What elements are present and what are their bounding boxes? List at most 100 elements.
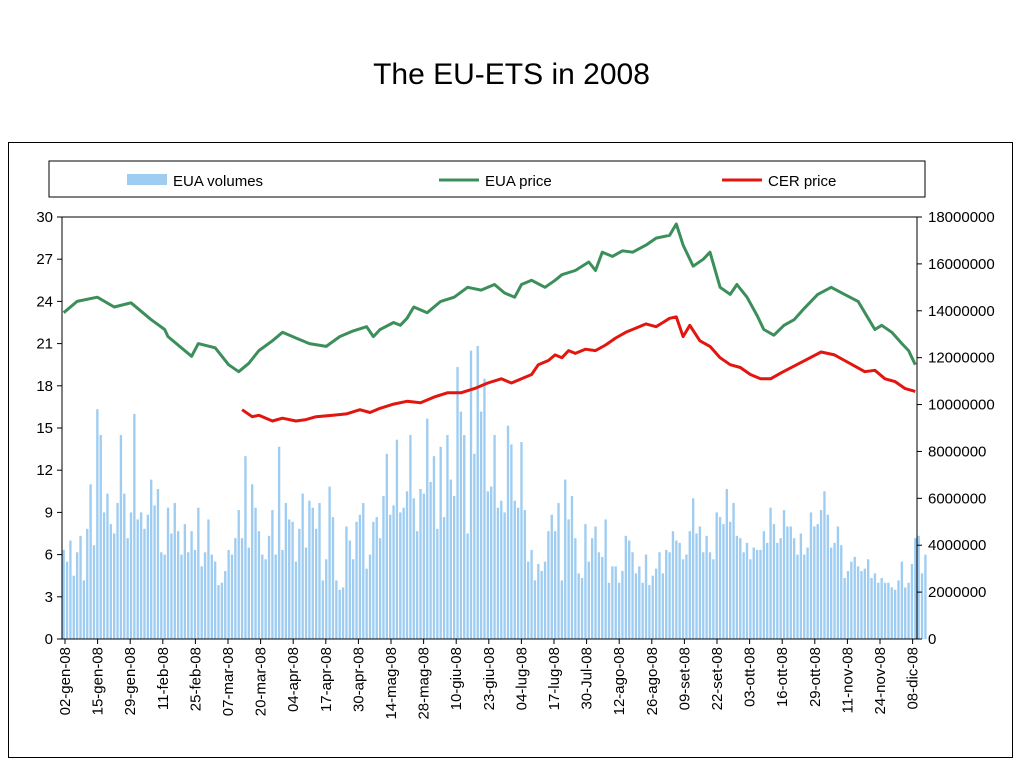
bar <box>227 549 230 639</box>
bar <box>920 573 924 639</box>
bar <box>402 507 405 639</box>
bar <box>729 521 732 639</box>
bar <box>119 435 123 639</box>
bar <box>351 559 355 639</box>
x-tick-label: 16-ott-08 <box>774 647 791 707</box>
x-tick-label: 04-apr-08 <box>285 647 302 712</box>
bar <box>516 507 520 639</box>
bar <box>493 435 496 639</box>
legend: EUA volumes EUA price CER price <box>48 160 926 198</box>
bar <box>146 514 150 639</box>
bar <box>476 345 479 639</box>
bar <box>904 587 907 639</box>
bar <box>813 526 816 639</box>
bar <box>540 571 543 639</box>
bar <box>382 495 385 639</box>
bar <box>82 580 86 639</box>
bar <box>412 498 415 639</box>
bar <box>257 531 261 639</box>
bar <box>321 580 325 639</box>
bar <box>766 542 769 639</box>
bar <box>910 563 914 639</box>
bar <box>735 535 739 639</box>
bar <box>537 563 540 639</box>
bar <box>803 554 806 639</box>
bar <box>439 446 442 639</box>
bar <box>143 528 146 639</box>
bar <box>254 507 257 639</box>
bar <box>456 367 459 639</box>
x-tick-label: 17-lug-08 <box>546 647 563 710</box>
bar <box>675 540 678 639</box>
bar <box>732 503 735 639</box>
x-tick-label: 30-Jul-08 <box>579 647 596 710</box>
bar <box>378 538 382 639</box>
bar <box>176 531 180 639</box>
bar <box>853 556 856 639</box>
bar <box>365 568 368 639</box>
bar <box>409 435 412 639</box>
bar <box>776 542 779 639</box>
bar-series <box>62 345 927 639</box>
bar <box>850 561 853 639</box>
bar <box>665 549 668 639</box>
bar <box>621 571 624 639</box>
bar <box>449 479 452 639</box>
bar <box>318 503 321 639</box>
bar <box>426 418 429 639</box>
bar <box>129 512 133 639</box>
bar <box>375 517 378 639</box>
bar <box>432 456 436 639</box>
bar <box>786 526 789 639</box>
bar <box>678 542 681 639</box>
bar <box>648 585 651 639</box>
bar <box>883 582 887 639</box>
y-right-tick-label: 6000000 <box>928 490 986 507</box>
bar <box>533 580 537 639</box>
x-tick-label: 07-mar-08 <box>220 647 237 716</box>
y-right-tick-label: 16000000 <box>928 256 995 273</box>
y-left-tick-label: 6 <box>45 547 53 564</box>
bar <box>463 435 466 639</box>
x-tick-label: 29-ott-08 <box>807 647 824 707</box>
bar <box>341 587 345 639</box>
bar <box>900 561 904 639</box>
bar <box>890 587 893 639</box>
legend-label-eua-volumes: EUA volumes <box>173 173 263 190</box>
bar <box>274 554 277 639</box>
bar <box>244 456 247 639</box>
bar <box>210 554 213 639</box>
bar <box>574 538 577 639</box>
bar <box>584 524 587 639</box>
x-tick-label: 24-nov-08 <box>872 647 889 715</box>
bar <box>547 531 550 639</box>
bar <box>779 538 782 639</box>
bar <box>230 554 234 639</box>
legend-box <box>48 160 926 198</box>
y-left-tick-label: 21 <box>36 336 53 353</box>
bar <box>207 519 210 639</box>
bar <box>72 575 75 639</box>
bar <box>490 486 493 639</box>
bar <box>496 507 500 639</box>
bar <box>698 526 702 639</box>
bar <box>75 552 79 639</box>
bar <box>405 491 409 639</box>
bar <box>634 573 638 639</box>
bar <box>887 582 890 639</box>
bar <box>308 500 311 639</box>
bar <box>628 540 631 639</box>
bar <box>113 533 116 639</box>
y-right-tick-label: 12000000 <box>928 350 995 367</box>
bar <box>62 549 65 639</box>
bar <box>335 580 338 639</box>
bar <box>722 524 725 639</box>
bar <box>755 549 759 639</box>
bar <box>530 549 533 639</box>
bar <box>213 561 217 639</box>
bar <box>590 538 594 639</box>
bar <box>166 507 170 639</box>
bar <box>442 517 446 639</box>
bar <box>718 517 722 639</box>
bar <box>86 528 89 639</box>
